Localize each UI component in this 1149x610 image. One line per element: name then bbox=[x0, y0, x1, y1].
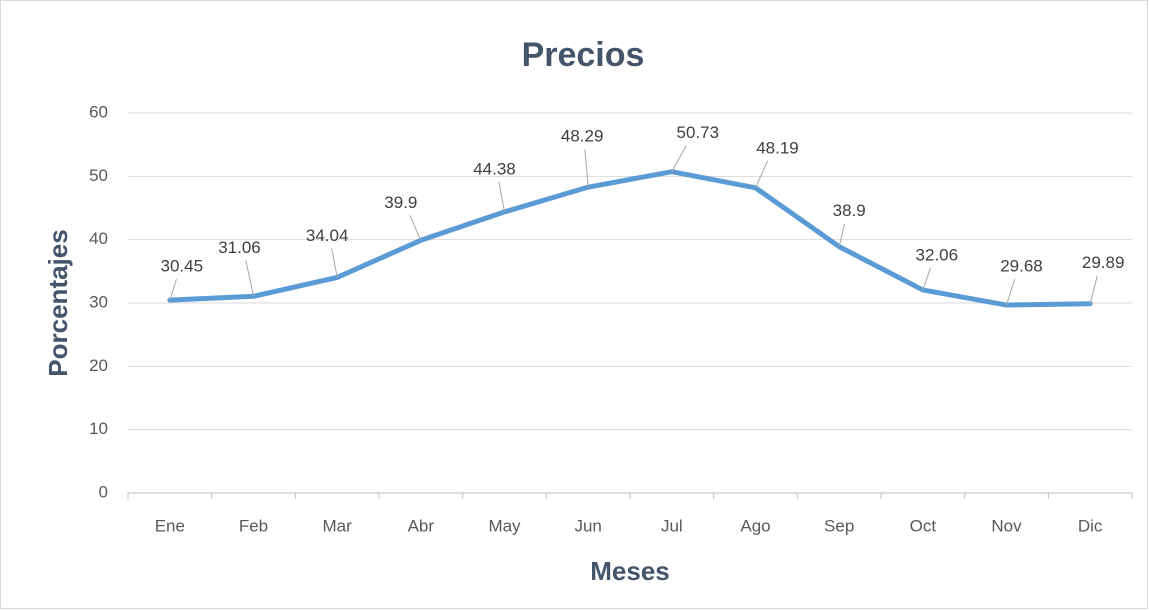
data-label: 34.04 bbox=[306, 226, 349, 245]
x-tick-label: May bbox=[488, 516, 521, 535]
leader-line bbox=[498, 181, 505, 213]
leader-line bbox=[409, 215, 422, 241]
y-axis-label: Porcentajes bbox=[43, 229, 73, 376]
x-axis-label: Meses bbox=[590, 556, 670, 586]
y-tick-label: 50 bbox=[89, 166, 108, 185]
data-label: 31.06 bbox=[218, 238, 261, 257]
data-label: 50.73 bbox=[677, 123, 720, 142]
data-label: 29.68 bbox=[1000, 257, 1043, 276]
y-tick-label: 20 bbox=[89, 356, 108, 375]
leader-line bbox=[671, 145, 687, 172]
data-label: 44.38 bbox=[473, 159, 516, 178]
chart-title: Precios bbox=[522, 36, 645, 74]
x-tick-label: Dic bbox=[1078, 516, 1103, 535]
x-tick-label: Mar bbox=[323, 516, 353, 535]
x-tick-label: Sep bbox=[824, 516, 854, 535]
y-tick-label: 60 bbox=[89, 102, 108, 121]
data-label: 38.9 bbox=[833, 201, 866, 220]
y-tick-label: 40 bbox=[89, 229, 108, 248]
x-tick-label: Ago bbox=[740, 516, 770, 535]
leader-line bbox=[169, 279, 177, 301]
data-label: 32.06 bbox=[916, 245, 959, 264]
data-label: 29.89 bbox=[1082, 253, 1125, 272]
leader-line bbox=[245, 260, 254, 297]
series-line bbox=[167, 169, 1093, 308]
leader-line bbox=[584, 149, 589, 188]
data-label: 48.19 bbox=[756, 138, 799, 157]
leader-line bbox=[755, 160, 769, 189]
x-tick-label: Jul bbox=[661, 516, 683, 535]
data-label: 48.29 bbox=[561, 127, 604, 146]
x-tick-label: Nov bbox=[991, 516, 1022, 535]
x-tick-label: Feb bbox=[239, 516, 268, 535]
leader-line bbox=[1006, 278, 1016, 306]
x-tick-label: Oct bbox=[910, 516, 937, 535]
x-tick-label: Abr bbox=[408, 516, 435, 535]
y-tick-label: 0 bbox=[99, 482, 108, 501]
leader-line bbox=[838, 223, 846, 247]
y-tick-label: 30 bbox=[89, 292, 108, 311]
x-tick-label: Jun bbox=[574, 516, 601, 535]
data-label: 30.45 bbox=[161, 257, 204, 276]
x-tick-label: Ene bbox=[155, 516, 185, 535]
leader-line bbox=[1089, 275, 1098, 304]
leader-line bbox=[922, 267, 932, 291]
leader-line bbox=[331, 248, 338, 278]
y-tick-label: 10 bbox=[89, 419, 108, 438]
data-label: 39.9 bbox=[384, 193, 417, 212]
